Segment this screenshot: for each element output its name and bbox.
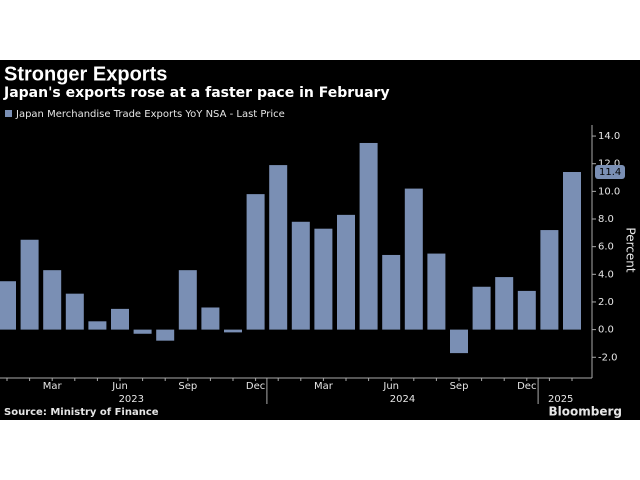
bar xyxy=(0,281,17,330)
x-tick-label: Dec xyxy=(246,381,265,392)
bar xyxy=(201,307,220,330)
bar xyxy=(291,221,310,330)
y-axis-label: Percent xyxy=(624,227,638,272)
x-tick-label: Jun xyxy=(382,381,399,392)
x-tick-label: Dec xyxy=(517,381,536,392)
legend-swatch xyxy=(5,110,12,117)
last-value-label: 11.4 xyxy=(599,167,621,178)
x-tick-label: Mar xyxy=(314,381,334,392)
bar xyxy=(178,270,197,330)
legend-label: Japan Merchandise Trade Exports YoY NSA … xyxy=(15,109,285,120)
bar xyxy=(20,239,39,330)
source: Source: Ministry of Finance xyxy=(4,407,159,418)
x-tick-label: Sep xyxy=(450,381,469,392)
bar xyxy=(427,253,446,330)
bar xyxy=(246,194,265,330)
bar xyxy=(224,329,242,333)
y-tick-label: -2.0 xyxy=(598,352,618,363)
bar xyxy=(65,293,84,330)
bar xyxy=(517,290,536,330)
y-tick-label: 10.0 xyxy=(598,186,620,197)
x-tick-label: Mar xyxy=(43,381,63,392)
y-tick-label: 14.0 xyxy=(598,131,620,142)
bar xyxy=(563,172,581,330)
bar xyxy=(337,214,355,330)
y-tick-label: 2.0 xyxy=(598,297,614,308)
bar xyxy=(495,277,514,330)
bar xyxy=(359,142,378,330)
y-tick-label: 0.0 xyxy=(598,325,614,336)
bar xyxy=(111,308,129,330)
chart-title: Stronger Exports xyxy=(4,63,167,85)
bar xyxy=(43,270,62,330)
bar xyxy=(472,286,491,330)
x-year-label: 2024 xyxy=(390,394,415,405)
brand: Bloomberg xyxy=(549,405,623,419)
bar xyxy=(269,165,288,330)
x-year-label: 2023 xyxy=(119,394,144,405)
x-tick-label: Sep xyxy=(178,381,197,392)
bar xyxy=(382,254,401,330)
x-year-label: 2025 xyxy=(548,394,573,405)
bar xyxy=(133,329,152,334)
x-tick-label: Jun xyxy=(111,381,128,392)
bar xyxy=(404,188,423,330)
bar xyxy=(156,329,175,341)
bar xyxy=(540,230,559,330)
bar xyxy=(314,228,333,330)
y-tick-label: 4.0 xyxy=(598,269,614,280)
bar xyxy=(450,329,468,354)
y-tick-label: 6.0 xyxy=(598,242,614,253)
y-tick-label: 8.0 xyxy=(598,214,614,225)
y-tick-label: 12.0 xyxy=(598,159,620,170)
chart-subtitle: Japan's exports rose at a faster pace in… xyxy=(3,85,390,101)
last-value-box xyxy=(595,165,625,180)
bar xyxy=(88,321,107,330)
